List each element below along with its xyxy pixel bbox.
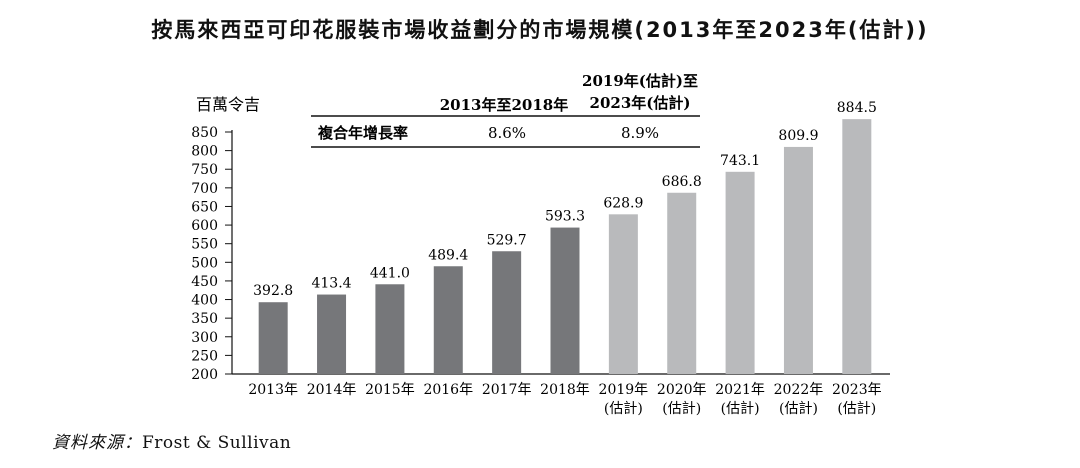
y-tick-label: 250 [191,348,218,364]
value-label: 809.9 [778,128,818,144]
y-tick-label: 350 [191,311,218,327]
x-tick-label: 2019年 [599,382,649,398]
bar-2014 [317,294,347,374]
bar-2023 [842,119,872,374]
source-value: Frost & Sullivan [142,433,292,453]
bar-2020 [667,192,697,374]
x-tick-label: 2013年 [248,382,298,398]
y-axis-label: 百萬令吉 [196,95,260,114]
y-tick-label: 800 [191,144,218,160]
x-tick-label: 2014年 [307,382,357,398]
value-label: 413.4 [311,276,351,292]
bar-2019 [608,214,638,374]
y-tick-label: 500 [191,255,218,271]
x-tick-note: (估計) [604,401,643,417]
cagr-period2-label-line2: 2023年(估計) [590,94,691,112]
cagr-row-label: 複合年增長率 [317,124,408,142]
x-tick-note: (估計) [721,401,760,417]
bar-2016 [433,266,463,374]
bar-2017 [492,251,522,374]
value-label: 392.8 [253,283,293,299]
y-tick-label: 450 [191,274,218,290]
value-label: 441.0 [370,265,410,281]
value-label: 489.4 [428,247,468,263]
x-tick-label: 2023年 [832,382,882,398]
y-tick-label: 400 [191,293,218,309]
x-tick-note: (估計) [779,401,818,417]
value-label: 593.3 [545,209,585,225]
source-label: 資料來源： [52,433,142,453]
cagr-period1-label: 2013年至2018年 [440,96,569,114]
y-tick-label: 650 [191,199,218,215]
value-label: 686.8 [662,174,702,190]
bar-2021 [725,171,755,374]
y-tick-label: 750 [191,162,218,178]
value-label: 529.7 [487,232,527,248]
bar-2013 [258,302,288,374]
y-tick-label: 600 [191,218,218,234]
x-tick-label: 2016年 [423,382,473,398]
x-tick-label: 2021年 [715,382,765,398]
y-tick-label: 700 [191,181,218,197]
y-tick-label: 300 [191,330,218,346]
source-note: 資料來源：Frost & Sullivan [52,428,291,453]
cagr-period2-value: 8.9% [621,124,659,142]
y-tick-label: 550 [191,237,218,253]
y-tick-label: 200 [191,367,218,383]
bar-2018 [550,227,580,374]
y-tick-label: 850 [191,125,218,141]
x-tick-label: 2017年 [482,382,532,398]
value-label: 743.1 [720,153,760,169]
x-tick-label: 2022年 [774,382,824,398]
bars-layer [258,119,872,374]
x-tick-note: (估計) [662,401,701,417]
value-label: 628.9 [603,195,643,211]
bar-2022 [783,146,813,374]
cagr-table: 2013年至2018年 2019年(估計)至 2023年(估計) 複合年增長率 … [311,72,700,148]
x-tick-note: (估計) [837,401,876,417]
cagr-period1-value: 8.6% [488,124,526,142]
bar-2015 [375,284,405,374]
x-tick-label: 2018年 [540,382,590,398]
cagr-period2-label-line1: 2019年(估計)至 [582,72,698,90]
x-tick-label: 2020年 [657,382,707,398]
labels-layer: 200 250 300 350 400 450 500 550 600 650 700 750 800 8… [191,100,881,417]
x-tick-label: 2015年 [365,382,415,398]
value-label: 884.5 [837,100,877,116]
chart-title: 按馬來西亞可印花服裝市場收益劃分的市場規模(2013年至2023年(估計)) [151,18,929,42]
